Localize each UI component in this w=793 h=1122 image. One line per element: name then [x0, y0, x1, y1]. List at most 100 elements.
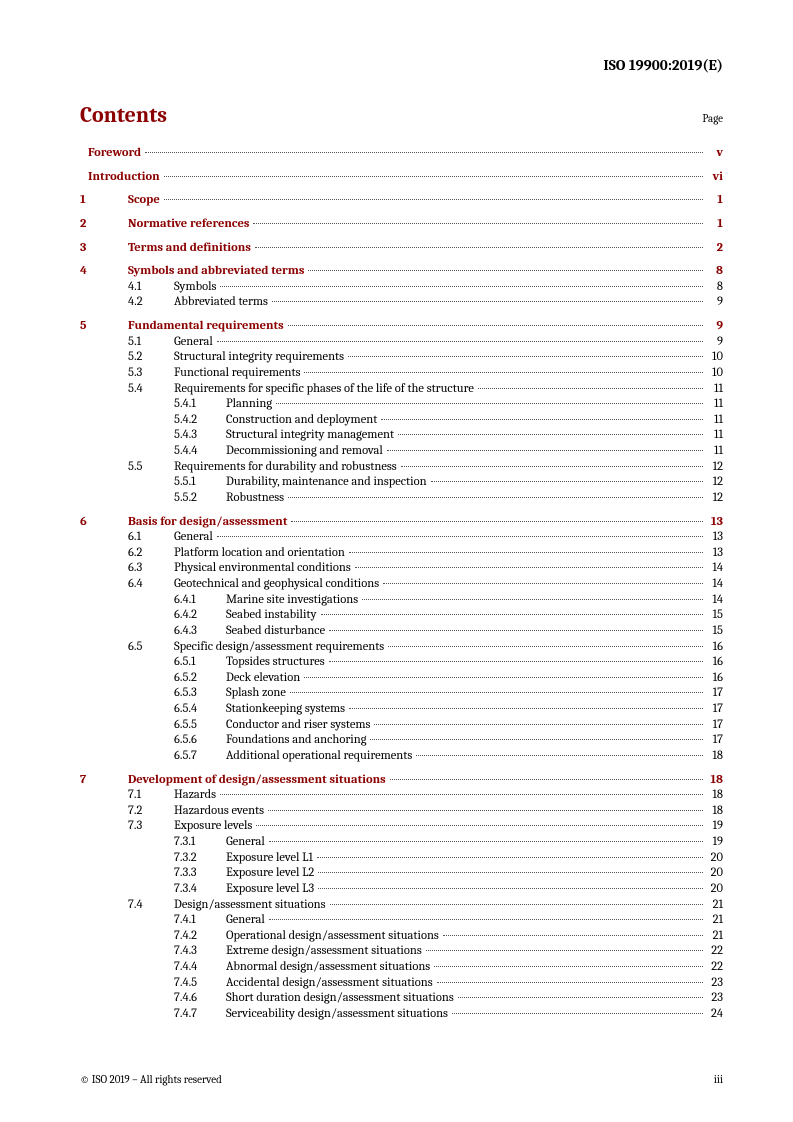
toc-entry[interactable]: 6.5.4Stationkeeping systems17	[80, 702, 723, 718]
toc-entry[interactable]: 7.1Hazards18	[80, 788, 723, 804]
toc-entry-page: 21	[705, 913, 723, 929]
toc-entry-title: Structural integrity requirements	[174, 350, 346, 366]
toc-entry[interactable]: 7.4.7Serviceability design/assessment si…	[80, 1007, 723, 1023]
toc-entry-title: Short duration design/assessment situati…	[226, 991, 456, 1007]
toc-leader	[437, 982, 703, 983]
toc-leader	[381, 419, 703, 420]
toc-entry-number: 7.3.4	[174, 882, 226, 898]
toc-leader	[416, 755, 703, 756]
toc-entry[interactable]: Foreword v	[80, 146, 723, 162]
toc-entry[interactable]: 6.5.2Deck elevation16	[80, 671, 723, 687]
toc-entry[interactable]: 7.3.1General19	[80, 835, 723, 851]
toc-entry[interactable]: 5.2Structural integrity requirements10	[80, 350, 723, 366]
toc-leader	[349, 552, 703, 553]
toc-entry[interactable]: 5.4.1Planning11	[80, 397, 723, 413]
toc-entry[interactable]: 6.5.5Conductor and riser systems17	[80, 718, 723, 734]
toc-entry[interactable]: 6.2Platform location and orientation13	[80, 546, 723, 562]
toc-entry-number: 5.4.3	[174, 428, 226, 444]
toc-entry[interactable]: 4Symbols and abbreviated terms8	[80, 264, 723, 280]
toc-entry[interactable]: 6.4Geotechnical and geophysical conditio…	[80, 577, 723, 593]
toc-entry[interactable]: 5.1General9	[80, 335, 723, 351]
toc-entry[interactable]: 2Normative references1	[80, 217, 723, 233]
toc-entry[interactable]: 5Fundamental requirements9	[80, 319, 723, 335]
toc-entry[interactable]: 6.4.1Marine site investigations14	[80, 593, 723, 609]
toc-leader	[362, 599, 703, 600]
toc-entry-title: Requirements for durability and robustne…	[174, 460, 399, 476]
toc-entry[interactable]: 5.4.4Decommissioning and removal11	[80, 444, 723, 460]
toc-entry[interactable]: 6.1General13	[80, 530, 723, 546]
toc-entry[interactable]: 6.4.2Seabed instability15	[80, 608, 723, 624]
toc-entry[interactable]: 6.4.3Seabed disturbance15	[80, 624, 723, 640]
toc-entry-number: 7.4.2	[174, 929, 226, 945]
toc-entry[interactable]: 6.5.1Topsides structures16	[80, 655, 723, 671]
toc-entry-title: Abnormal design/assessment situations	[226, 960, 432, 976]
toc-leader	[276, 403, 703, 404]
toc-entry[interactable]: 3Terms and definitions2	[80, 241, 723, 257]
toc-entry-number: 6.4.2	[174, 608, 226, 624]
toc-entry-number: 6.5.2	[174, 671, 226, 687]
toc-entry-page: 13	[705, 546, 723, 562]
toc-entry[interactable]: 7.4.3Extreme design/assessment situation…	[80, 944, 723, 960]
toc-entry[interactable]: 7.4.5Accidental design/assessment situat…	[80, 976, 723, 992]
toc-entry[interactable]: 4.2Abbreviated terms9	[80, 295, 723, 311]
toc-entry[interactable]: 7.2Hazardous events18	[80, 804, 723, 820]
toc-entry-title: Foreword	[88, 146, 143, 162]
toc-entry-title: Scope	[128, 193, 162, 209]
toc-entry-page: 18	[705, 749, 723, 765]
toc-entry-page: 23	[705, 991, 723, 1007]
toc-entry-page: 9	[705, 295, 723, 311]
toc-entry[interactable]: 5.3Functional requirements10	[80, 366, 723, 382]
toc-entry-title: Exposure levels	[174, 819, 254, 835]
toc-entry[interactable]: 7.3.2Exposure level L120	[80, 851, 723, 867]
contents-header: Contents Page	[80, 102, 723, 128]
toc-entry[interactable]: 4.1Symbols8	[80, 280, 723, 296]
toc-leader	[268, 810, 703, 811]
toc-entry-page: 15	[705, 624, 723, 640]
toc-entry-number: 7	[80, 773, 128, 789]
toc-entry[interactable]: Introductionvi	[80, 170, 723, 186]
toc-entry-title: Planning	[226, 397, 274, 413]
toc-entry[interactable]: 5.5.1Durability, maintenance and inspect…	[80, 475, 723, 491]
toc-entry-number: 6.5.5	[174, 718, 226, 734]
toc-entry[interactable]: 7.4.6Short duration design/assessment si…	[80, 991, 723, 1007]
toc-entry-page: v	[705, 146, 723, 162]
toc-entry-page: 20	[705, 851, 723, 867]
toc-entry-page: 11	[705, 413, 723, 429]
toc-entry-title: General	[226, 913, 267, 929]
toc-entry[interactable]: 5.4.2Construction and deployment11	[80, 413, 723, 429]
toc-entry-title: Normative references	[128, 217, 251, 233]
toc-entry-page: 8	[705, 280, 723, 296]
toc-entry[interactable]: 7Development of design/assessment situat…	[80, 773, 723, 789]
toc-entry[interactable]: 6.5.6Foundations and anchoring17	[80, 733, 723, 749]
toc-entry[interactable]: 7.3.3Exposure level L220	[80, 866, 723, 882]
toc-entry[interactable]: 6.5Specific design/assessment requiremen…	[80, 640, 723, 656]
toc-entry[interactable]: 5.4Requirements for specific phases of t…	[80, 382, 723, 398]
toc-entry[interactable]: 5.4.3Structural integrity management11	[80, 428, 723, 444]
toc-leader	[290, 692, 703, 693]
toc-entry[interactable]: 6Basis for design/assessment13	[80, 515, 723, 531]
toc-entry[interactable]: 6.5.3Splash zone17	[80, 686, 723, 702]
toc-entry-number: 5.5	[128, 460, 174, 476]
toc-entry[interactable]: 7.4Design/assessment situations21	[80, 898, 723, 914]
toc-entry[interactable]: 7.3.4Exposure level L320	[80, 882, 723, 898]
toc-entry[interactable]: 1Scope1	[80, 193, 723, 209]
toc-entry[interactable]: 7.4.4Abnormal design/assessment situatio…	[80, 960, 723, 976]
toc-entry[interactable]: 6.3Physical environmental conditions14	[80, 561, 723, 577]
toc-entry-title: Introduction	[88, 170, 162, 186]
toc-leader	[256, 825, 703, 826]
toc-entry[interactable]: 7.4.2Operational design/assessment situa…	[80, 929, 723, 945]
toc-entry-page: 12	[705, 460, 723, 476]
toc-entry[interactable]: 5.5.2Robustness12	[80, 491, 723, 507]
table-of-contents: Foreword v Introductionvi 1Scope1 2Normative…	[80, 146, 723, 1023]
toc-entry[interactable]: 5.5Requirements for durability and robus…	[80, 460, 723, 476]
toc-entry-page: 13	[705, 530, 723, 546]
toc-entry[interactable]: 6.5.7Additional operational requirements…	[80, 749, 723, 765]
toc-entry-title: Design/assessment situations	[174, 898, 328, 914]
toc-leader	[390, 779, 703, 780]
toc-entry[interactable]: 7.3Exposure levels19	[80, 819, 723, 835]
toc-entry-number: 4.2	[128, 295, 174, 311]
toc-leader	[383, 583, 703, 584]
toc-entry-number: 7.2	[128, 804, 174, 820]
toc-entry[interactable]: 7.4.1General21	[80, 913, 723, 929]
toc-leader	[426, 950, 703, 951]
